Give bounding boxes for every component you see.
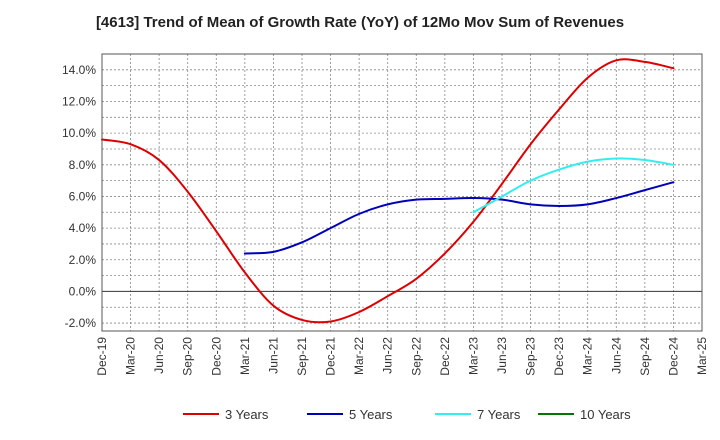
legend-label-7-years: 7 Years	[477, 407, 521, 422]
x-tick-label: Mar-24	[581, 337, 595, 375]
y-tick-label: 0.0%	[69, 284, 97, 298]
y-axis-ticks: -2.0% 0.0% 2.0% 4.0% 6.0% 8.0% 10.0% 12.0% 14.0%	[62, 63, 96, 330]
x-tick-label: Mar-23	[466, 337, 480, 375]
legend-label-5-years: 5 Years	[349, 407, 393, 422]
x-tick-label: Sep-21	[295, 337, 309, 376]
plot-area	[102, 54, 702, 331]
x-tick-label: Sep-23	[524, 337, 538, 376]
x-tick-label: Mar-21	[238, 337, 252, 375]
x-tick-label: Jun-24	[609, 337, 623, 374]
x-tick-label: Dec-21	[324, 337, 338, 376]
y-tick-label: -2.0%	[65, 316, 97, 330]
y-tick-label: 14.0%	[62, 63, 96, 77]
y-tick-label: 10.0%	[62, 126, 96, 140]
y-tick-label: 2.0%	[69, 253, 97, 267]
y-tick-label: 8.0%	[69, 158, 97, 172]
plot-border	[101, 53, 703, 332]
legend-label-10-years: 10 Years	[580, 407, 631, 422]
y-tick-label: 4.0%	[69, 221, 97, 235]
x-tick-label: Dec-22	[438, 337, 452, 376]
chart-title: [4613] Trend of Mean of Growth Rate (YoY…	[95, 14, 625, 31]
series-line-3-years	[101, 58, 675, 324]
data-series	[101, 58, 675, 324]
x-tick-label: Dec-24	[666, 337, 680, 376]
x-tick-label: Dec-23	[552, 337, 566, 376]
grid-lines	[102, 53, 702, 331]
y-tick-label: 6.0%	[69, 189, 97, 203]
series-line-7-years	[472, 157, 675, 214]
legend: 3 Years 5 Years 7 Years 10 Years	[183, 407, 631, 422]
x-tick-label: Jun-21	[266, 337, 280, 374]
x-tick-label: Mar-25	[695, 337, 709, 375]
x-tick-label: Dec-20	[209, 337, 223, 376]
x-tick-label: Jun-23	[495, 337, 509, 374]
x-tick-label: Sep-22	[409, 337, 423, 376]
x-tick-label: Mar-20	[124, 337, 138, 375]
y-tick-label: 12.0%	[62, 94, 96, 108]
x-tick-label: Jun-22	[381, 337, 395, 374]
x-axis-ticks: Dec-19 Mar-20 Jun-20 Sep-20 Dec-20 Mar-21 Jun-…	[95, 337, 709, 376]
x-tick-label: Jun-20	[152, 337, 166, 374]
x-tick-label: Dec-19	[95, 337, 109, 376]
x-tick-label: Sep-24	[638, 337, 652, 376]
x-tick-label: Sep-20	[181, 337, 195, 376]
x-tick-label: Mar-22	[352, 337, 366, 375]
series-line-5-years	[243, 181, 675, 255]
legend-label-3-years: 3 Years	[225, 407, 269, 422]
